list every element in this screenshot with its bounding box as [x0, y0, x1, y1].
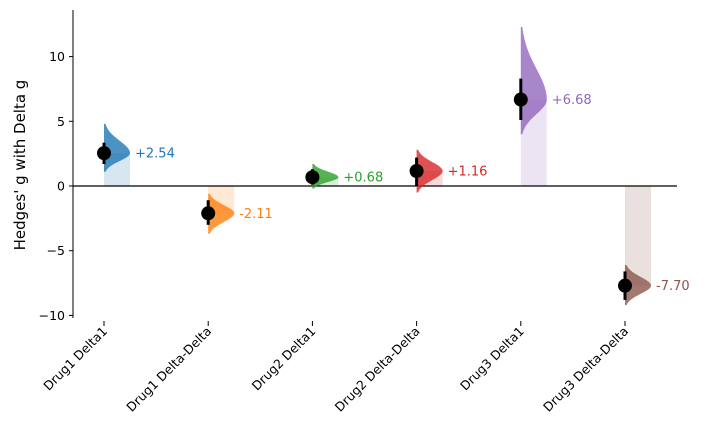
effect-size-labels: +2.54 -2.11 +0.68 +1.16 +6.68 -7.70 [135, 93, 690, 294]
effect-point [305, 170, 320, 185]
bootstrap-distribution [208, 193, 235, 234]
effect-point [618, 278, 632, 293]
y-tick-label: 10 [49, 49, 65, 64]
y-axis-title: Hedges' g with Delta g [11, 80, 29, 251]
axes: −10 −5 0 5 10 Drug1 Delta1 Drug1 Delta-Delta Dr… [39, 10, 631, 415]
y-tick-label: −5 [47, 243, 65, 258]
x-tick-label: Drug3 Delta1 [457, 324, 527, 394]
effect-point [513, 92, 528, 107]
effect-size-label: -7.70 [656, 279, 690, 294]
bootstrap-distribution [104, 123, 130, 172]
bootstrap-distribution [312, 164, 339, 189]
effect-bar [625, 186, 651, 286]
effect-size-label: -2.11 [239, 207, 273, 222]
effect-size-label: +2.54 [135, 147, 175, 162]
confidence-intervals [102, 78, 627, 300]
y-tick-label: −10 [39, 308, 65, 323]
bootstrap-distribution [520, 26, 547, 135]
x-tick-label: Drug2 Delta-Delta [332, 324, 423, 415]
effect-size-label: +1.16 [448, 164, 488, 179]
x-tick-label: Drug2 Delta1 [249, 324, 319, 394]
bootstrap-distributions [104, 26, 651, 306]
x-tick-label: Drug1 Delta-Delta [123, 324, 214, 415]
bootstrap-distribution [625, 264, 651, 306]
effect-point [409, 163, 424, 178]
y-tick-label: 0 [57, 179, 65, 194]
effect-size-bars [104, 99, 651, 286]
effect-size-points [97, 92, 632, 293]
y-tick-label: 5 [57, 114, 65, 129]
effect-point [97, 146, 111, 161]
effect-point [201, 206, 216, 221]
x-tick-label: Drug1 Delta1 [40, 324, 110, 394]
x-tick-label: Drug3 Delta-Delta [540, 324, 631, 415]
bootstrap-distribution [416, 149, 443, 193]
effect-size-label: +6.68 [552, 93, 592, 108]
effect-size-label: +0.68 [343, 171, 383, 186]
